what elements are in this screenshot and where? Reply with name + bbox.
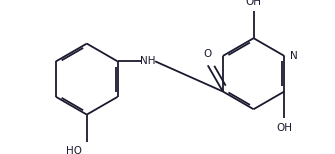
Text: NH: NH bbox=[140, 56, 155, 66]
Text: OH: OH bbox=[276, 123, 292, 133]
Text: O: O bbox=[204, 49, 212, 59]
Text: HO: HO bbox=[66, 146, 82, 154]
Text: OH: OH bbox=[246, 0, 262, 7]
Text: N: N bbox=[290, 51, 297, 61]
